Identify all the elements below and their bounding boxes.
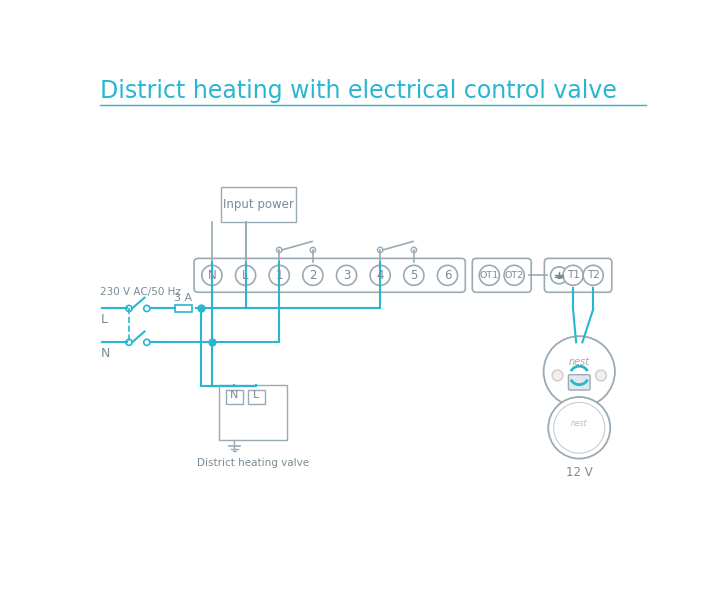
FancyBboxPatch shape bbox=[545, 258, 612, 292]
Text: OT1: OT1 bbox=[480, 271, 499, 280]
Circle shape bbox=[596, 370, 606, 381]
Circle shape bbox=[202, 266, 222, 285]
Text: 4: 4 bbox=[376, 269, 384, 282]
Circle shape bbox=[504, 266, 524, 285]
Circle shape bbox=[269, 266, 289, 285]
Circle shape bbox=[143, 339, 150, 345]
Circle shape bbox=[563, 266, 583, 285]
Text: 1: 1 bbox=[275, 269, 283, 282]
Circle shape bbox=[554, 402, 605, 453]
Text: N: N bbox=[230, 390, 239, 400]
Circle shape bbox=[303, 266, 323, 285]
FancyBboxPatch shape bbox=[194, 258, 465, 292]
Circle shape bbox=[404, 266, 424, 285]
Text: OT2: OT2 bbox=[505, 271, 523, 280]
Text: N: N bbox=[100, 347, 110, 359]
Circle shape bbox=[544, 336, 615, 407]
Circle shape bbox=[310, 247, 315, 252]
Text: T1: T1 bbox=[566, 270, 579, 280]
Circle shape bbox=[548, 397, 610, 459]
Text: N: N bbox=[207, 269, 216, 282]
Text: 3 A: 3 A bbox=[174, 293, 192, 303]
Circle shape bbox=[126, 305, 132, 311]
Bar bbox=[226, 390, 243, 404]
Text: nest: nest bbox=[571, 419, 587, 428]
Circle shape bbox=[277, 247, 282, 252]
FancyBboxPatch shape bbox=[569, 375, 590, 390]
Circle shape bbox=[438, 266, 458, 285]
Text: L: L bbox=[242, 269, 249, 282]
Text: Input power: Input power bbox=[223, 198, 294, 211]
Text: District heating with electrical control valve: District heating with electrical control… bbox=[100, 79, 617, 103]
Circle shape bbox=[552, 370, 563, 381]
Text: 2: 2 bbox=[309, 269, 317, 282]
Circle shape bbox=[336, 266, 357, 285]
Bar bbox=[221, 187, 296, 222]
Circle shape bbox=[378, 247, 383, 252]
Circle shape bbox=[411, 247, 416, 252]
Circle shape bbox=[235, 266, 256, 285]
Text: 3: 3 bbox=[343, 269, 350, 282]
Text: 6: 6 bbox=[444, 269, 451, 282]
Bar bbox=[175, 305, 191, 312]
Text: T2: T2 bbox=[587, 270, 600, 280]
Text: 230 V AC/50 Hz: 230 V AC/50 Hz bbox=[100, 286, 181, 296]
Text: 12 V: 12 V bbox=[566, 466, 593, 479]
Text: L: L bbox=[100, 312, 107, 326]
Circle shape bbox=[550, 267, 568, 284]
Circle shape bbox=[583, 266, 604, 285]
Text: 5: 5 bbox=[410, 269, 418, 282]
FancyBboxPatch shape bbox=[472, 258, 531, 292]
Text: L: L bbox=[253, 390, 259, 400]
Text: District heating valve: District heating valve bbox=[197, 458, 309, 468]
Text: nest: nest bbox=[569, 356, 590, 366]
Circle shape bbox=[143, 305, 150, 311]
Circle shape bbox=[479, 266, 499, 285]
Circle shape bbox=[370, 266, 390, 285]
Circle shape bbox=[126, 339, 132, 345]
Bar bbox=[248, 390, 264, 404]
Bar bbox=[219, 385, 287, 440]
